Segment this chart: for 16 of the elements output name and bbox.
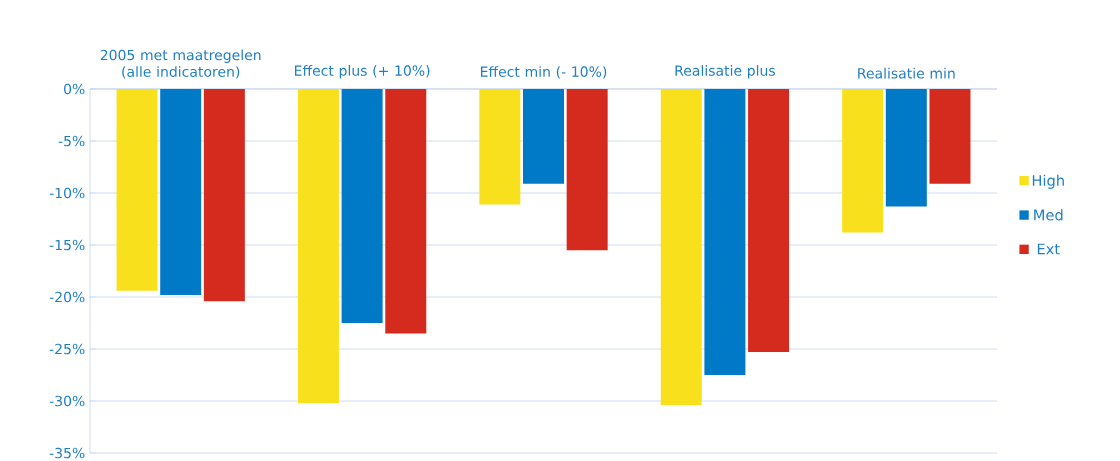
x-tick-label: 2005 met maatregelen (alle indicatoren) bbox=[100, 49, 261, 79]
y-tick-label: -10% bbox=[49, 187, 85, 199]
y-tick-label: 0% bbox=[64, 83, 85, 95]
x-tick-label: Realisatie plus bbox=[675, 65, 775, 79]
y-tick-label: -20% bbox=[49, 291, 85, 303]
y-tick-label: -25% bbox=[49, 343, 85, 355]
y-tick-label: -30% bbox=[49, 395, 85, 407]
legend-label: Ext bbox=[1037, 243, 1060, 255]
legend-label: High bbox=[1032, 174, 1064, 189]
legend-label: Med bbox=[1034, 209, 1063, 221]
x-tick-label: Effect min (- 10%) bbox=[480, 66, 607, 79]
y-tick-label: -5% bbox=[58, 135, 85, 147]
y-tick-label: -35% bbox=[49, 447, 85, 459]
x-tick-label: Effect plus (+ 10%) bbox=[294, 65, 430, 79]
x-tick-label: Realisatie min bbox=[858, 67, 955, 79]
y-tick-label: -15% bbox=[49, 239, 85, 251]
